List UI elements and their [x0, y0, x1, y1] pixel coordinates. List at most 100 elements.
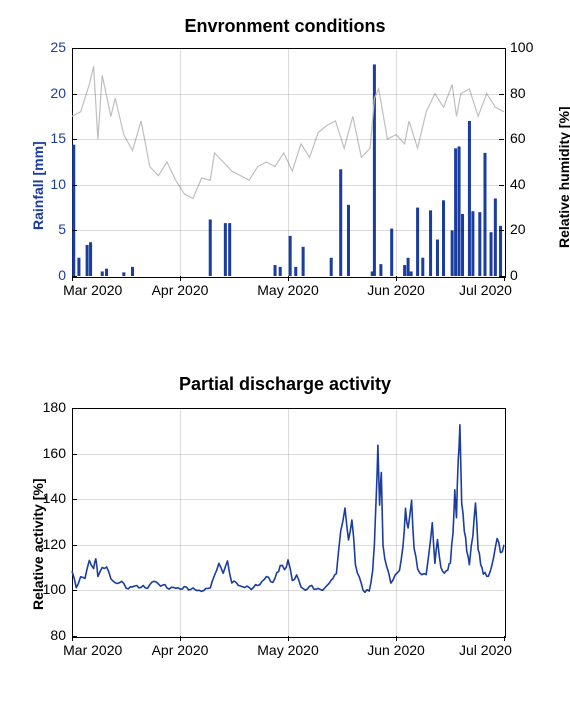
chart1-bar [471, 211, 474, 276]
chart1-bar [86, 245, 89, 276]
chart1-tick [72, 276, 73, 281]
chart1-tick [72, 48, 77, 49]
chart1-bar [274, 265, 277, 276]
chart1-tick [499, 185, 504, 186]
chart1-yR-tick: 40 [510, 176, 526, 192]
chart1-bar [454, 148, 457, 276]
chart2-y-tick: 120 [43, 536, 66, 552]
chart2-tick [504, 636, 505, 641]
chart1-bar [436, 240, 439, 276]
chart1-tick [72, 230, 77, 231]
chart1-x-tick: Mar 2020 [63, 282, 122, 298]
chart1-bar [421, 258, 424, 276]
chart2-tick [72, 408, 77, 409]
chart1-bar [347, 205, 350, 276]
chart1-tick [499, 48, 504, 49]
chart1-yL-tick: 20 [50, 85, 66, 101]
chart1-tick [288, 276, 289, 281]
chart2-y-tick: 160 [43, 445, 66, 461]
chart1-bar [410, 271, 413, 276]
chart1-gridV [396, 48, 397, 276]
chart2-x-tick: Jul 2020 [459, 642, 512, 658]
chart1-x-tick: Apr 2020 [152, 282, 209, 298]
chart1-x-tick: Jul 2020 [459, 282, 512, 298]
chart1-yR-tick: 20 [510, 221, 526, 237]
chart1-bar [429, 210, 432, 276]
chart1-title: Envronment conditions [0, 16, 570, 37]
chart1-x-tick: May 2020 [257, 282, 318, 298]
chart1-tick [72, 185, 77, 186]
chart1-bar [499, 226, 502, 276]
chart1-yL-tick: 10 [50, 176, 66, 192]
chart1-gridV [288, 48, 289, 276]
chart1-bar [77, 258, 80, 276]
chart1-bar [403, 265, 406, 276]
chart2-tick [396, 636, 397, 641]
chart1-bar [289, 236, 292, 276]
chart1-yR-tick: 0 [510, 267, 518, 283]
chart1-yL-tick: 15 [50, 130, 66, 146]
chart2-tick [180, 636, 181, 641]
chart1-bar [390, 229, 393, 276]
chart1-bar [379, 264, 382, 276]
chart1-bar [294, 267, 297, 276]
chart1-bar [468, 121, 471, 276]
chart1-bar [101, 271, 104, 276]
chart1-bar [89, 242, 92, 276]
chart1-bar [302, 247, 305, 276]
chart1-tick [72, 139, 77, 140]
chart1-bar [122, 272, 125, 276]
chart2-tick [72, 545, 77, 546]
chart1-yL-tick: 25 [50, 39, 66, 55]
chart2-x-tick: May 2020 [257, 642, 318, 658]
chart1-yR-tick: 60 [510, 130, 526, 146]
chart1-tick [72, 94, 77, 95]
chart1-bar [494, 198, 497, 276]
chart1-tick [180, 276, 181, 281]
chart2-y-tick: 80 [50, 627, 66, 643]
chart2-x-tick: Mar 2020 [63, 642, 122, 658]
chart1-yR-tick: 100 [510, 39, 533, 55]
chart1-bar [72, 145, 75, 276]
chart1-ylabel-left: Rainfall [mm] [30, 141, 46, 230]
chart2-tick [72, 499, 77, 500]
chart1-yR-tick: 80 [510, 85, 526, 101]
chart1-bar [105, 269, 108, 276]
chart1-bar [442, 200, 445, 276]
chart2-x-tick: Jun 2020 [367, 642, 425, 658]
chart2-gridV [288, 408, 289, 636]
chart2-y-tick: 180 [43, 399, 66, 415]
chart1-tick [499, 94, 504, 95]
chart2-tick [288, 636, 289, 641]
chart1-bar [407, 258, 410, 276]
chart1-tick [499, 139, 504, 140]
chart1-x-tick: Jun 2020 [367, 282, 425, 298]
chart1-bar [330, 258, 333, 276]
chart1-tick [504, 276, 505, 281]
chart1-bar [490, 232, 493, 276]
chart1-bar [416, 208, 419, 276]
chart1-bar [478, 212, 481, 276]
chart2-y-tick: 140 [43, 490, 66, 506]
chart1-ylabel-right: Relative humidity [%] [556, 106, 570, 248]
chart1-bar [461, 214, 464, 276]
chart2-x-tick: Apr 2020 [152, 642, 209, 658]
chart2-title: Partial discharge activity [0, 374, 570, 395]
chart1-bar [483, 153, 486, 276]
chart1-bar [458, 146, 461, 276]
chart1-bar [209, 219, 212, 276]
chart1-tick [396, 276, 397, 281]
chart1-tick [499, 230, 504, 231]
chart1-bar [451, 230, 454, 276]
chart1-gridV [180, 48, 181, 276]
chart2-tick [72, 636, 73, 641]
chart2-tick [72, 454, 77, 455]
chart2-y-tick: 100 [43, 581, 66, 597]
chart2-gridV [180, 408, 181, 636]
chart1-yL-tick: 5 [58, 221, 66, 237]
chart1-bar [131, 267, 134, 276]
chart1-bar [279, 267, 282, 276]
chart2-gridV [396, 408, 397, 636]
chart2-tick [72, 590, 77, 591]
chart1-yL-tick: 0 [58, 267, 66, 283]
